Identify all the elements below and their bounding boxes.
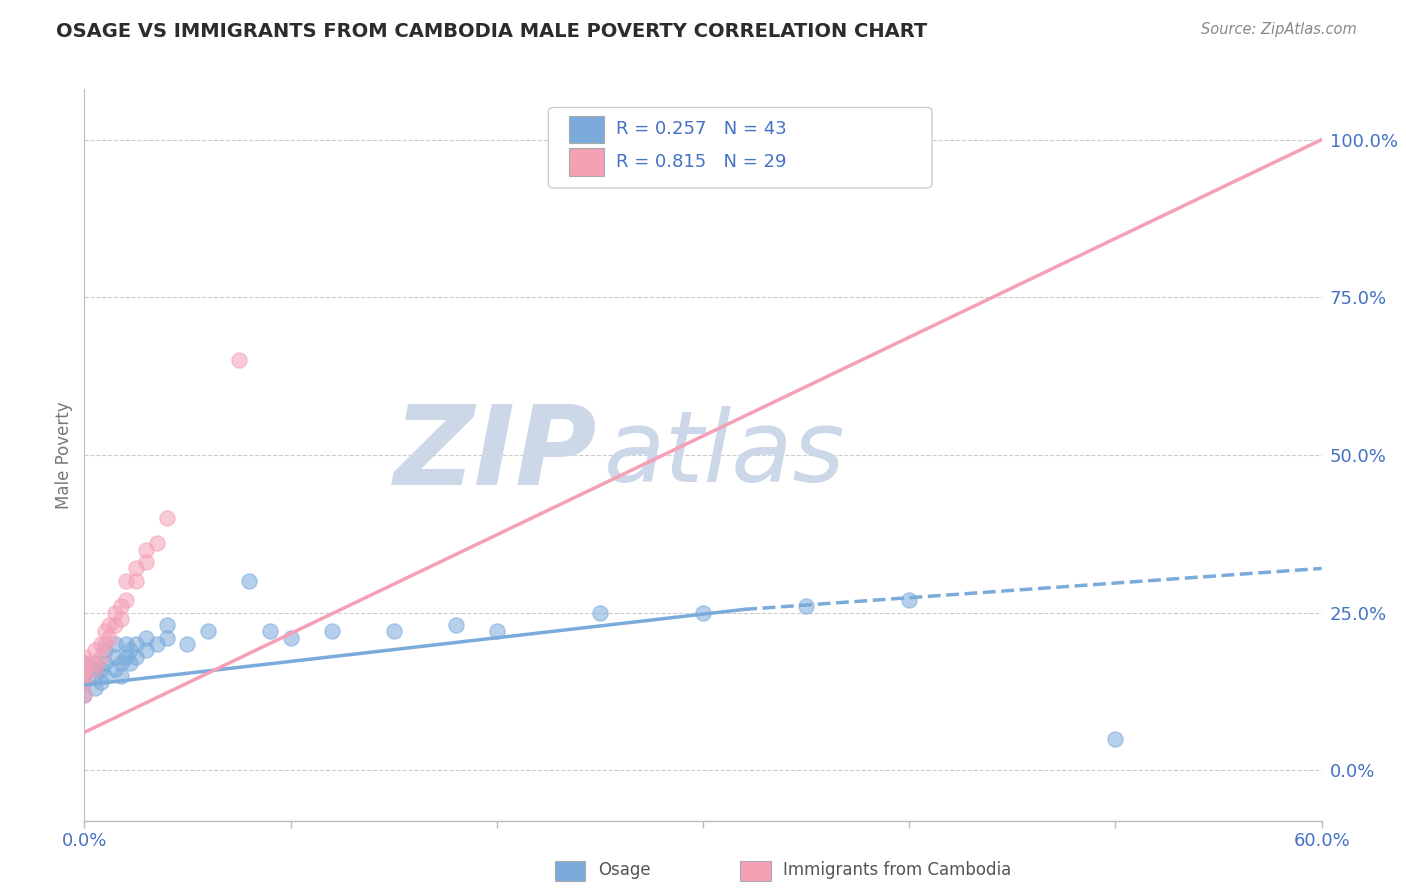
Point <box>98 618 121 632</box>
Point <box>98 631 121 645</box>
Point <box>114 574 136 588</box>
Text: Osage: Osage <box>598 862 651 880</box>
Point <box>125 649 148 664</box>
Point <box>94 637 117 651</box>
Point <box>259 624 281 639</box>
FancyBboxPatch shape <box>554 861 585 881</box>
Point <box>104 662 127 676</box>
Point <box>94 643 117 657</box>
Point <box>156 618 179 632</box>
Point <box>692 606 714 620</box>
Point <box>382 624 405 639</box>
Point <box>83 681 105 696</box>
Point <box>110 656 132 670</box>
Point <box>83 662 105 676</box>
Point <box>114 649 136 664</box>
Point <box>83 656 105 670</box>
FancyBboxPatch shape <box>548 108 932 188</box>
Point <box>692 133 714 147</box>
Point <box>104 618 127 632</box>
Point <box>73 674 96 689</box>
Point <box>125 637 148 651</box>
Point <box>73 668 96 682</box>
Point <box>176 637 198 651</box>
Point <box>156 631 179 645</box>
FancyBboxPatch shape <box>740 861 770 881</box>
Point <box>104 606 127 620</box>
Point <box>228 353 250 368</box>
Point <box>90 674 112 689</box>
Text: OSAGE VS IMMIGRANTS FROM CAMBODIA MALE POVERTY CORRELATION CHART: OSAGE VS IMMIGRANTS FROM CAMBODIA MALE P… <box>56 22 928 41</box>
Point <box>73 668 96 682</box>
Point <box>114 593 136 607</box>
Point <box>83 668 105 682</box>
Point <box>444 618 467 632</box>
Point <box>125 561 148 575</box>
FancyBboxPatch shape <box>569 148 605 177</box>
Point <box>73 656 96 670</box>
Point <box>104 649 127 664</box>
Point <box>104 637 127 651</box>
Point <box>90 649 112 664</box>
Point <box>118 643 141 657</box>
Point <box>110 668 132 682</box>
Point <box>118 656 141 670</box>
Point <box>94 668 117 682</box>
Point <box>135 643 157 657</box>
Text: Source: ZipAtlas.com: Source: ZipAtlas.com <box>1201 22 1357 37</box>
Point <box>73 688 96 702</box>
Point <box>114 637 136 651</box>
Point <box>1104 731 1126 746</box>
Point <box>145 536 167 550</box>
Point <box>589 606 612 620</box>
Point <box>197 624 219 639</box>
Point <box>135 555 157 569</box>
Point <box>94 624 117 639</box>
Point <box>90 662 112 676</box>
Point <box>73 662 96 676</box>
Point <box>280 631 302 645</box>
Point <box>73 688 96 702</box>
Point <box>73 649 96 664</box>
Point <box>156 511 179 525</box>
Point <box>898 593 921 607</box>
Point <box>110 599 132 614</box>
Point <box>73 656 96 670</box>
Point <box>83 662 105 676</box>
Text: R = 0.815   N = 29: R = 0.815 N = 29 <box>616 153 787 171</box>
Text: atlas: atlas <box>605 407 845 503</box>
Point <box>135 542 157 557</box>
Text: Immigrants from Cambodia: Immigrants from Cambodia <box>783 862 1012 880</box>
Point <box>238 574 260 588</box>
Text: ZIP: ZIP <box>394 401 598 508</box>
Point <box>73 674 96 689</box>
Y-axis label: Male Poverty: Male Poverty <box>55 401 73 508</box>
Point <box>90 637 112 651</box>
Point <box>321 624 343 639</box>
Point <box>83 656 105 670</box>
Point <box>485 624 508 639</box>
Point <box>145 637 167 651</box>
Point <box>794 599 817 614</box>
FancyBboxPatch shape <box>569 116 605 144</box>
Point <box>94 656 117 670</box>
Point <box>83 643 105 657</box>
Point <box>110 612 132 626</box>
Point <box>125 574 148 588</box>
Text: R = 0.257   N = 43: R = 0.257 N = 43 <box>616 120 787 138</box>
Point <box>135 631 157 645</box>
